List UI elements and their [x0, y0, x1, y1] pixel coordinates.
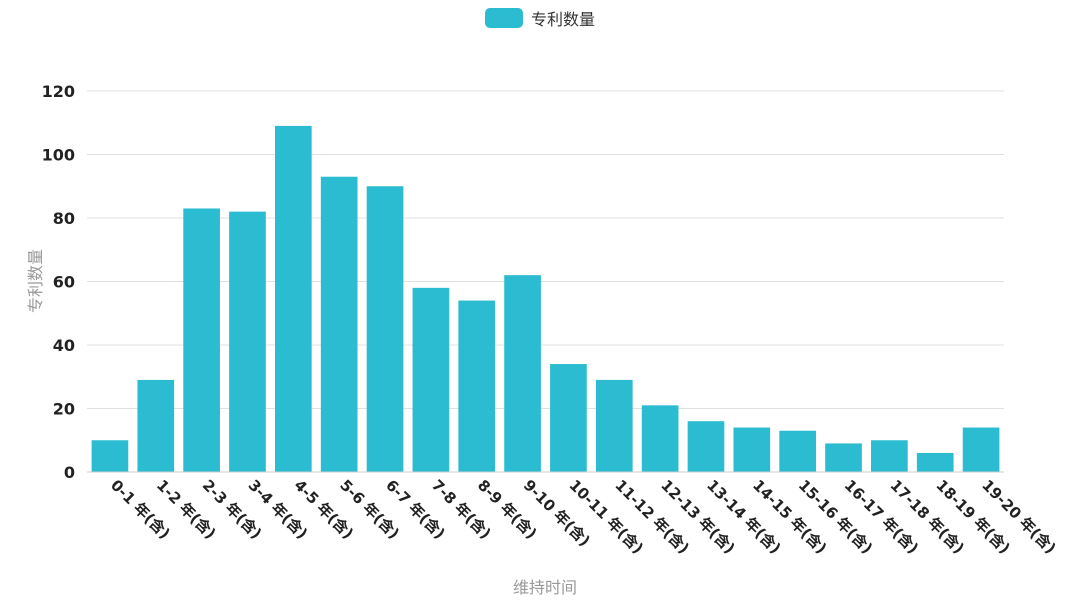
y-tick-label: 120: [42, 82, 75, 101]
bar[interactable]: [412, 287, 450, 472]
bar[interactable]: [458, 300, 496, 472]
bar[interactable]: [595, 379, 633, 472]
legend[interactable]: 专利数量: [0, 6, 1080, 30]
y-tick-label: 100: [42, 146, 75, 165]
y-tick-label: 60: [53, 273, 75, 292]
bar[interactable]: [320, 176, 358, 472]
bar[interactable]: [274, 125, 312, 473]
legend-label[interactable]: 专利数量: [530, 10, 595, 29]
bar[interactable]: [641, 405, 679, 472]
y-tick-label: 80: [53, 209, 75, 228]
y-tick-label: 40: [53, 336, 75, 355]
bar[interactable]: [962, 427, 1000, 472]
y-tick-label: 20: [53, 400, 75, 419]
bar[interactable]: [91, 440, 129, 472]
y-axis-title: 专利数量: [26, 248, 45, 314]
bar[interactable]: [183, 208, 220, 472]
bar[interactable]: [871, 440, 908, 472]
grid-lines: [87, 90, 1004, 409]
bar[interactable]: [687, 421, 725, 472]
bar[interactable]: [366, 186, 404, 472]
bar[interactable]: [779, 430, 817, 472]
bar[interactable]: [916, 452, 954, 472]
x-axis-title: 维持时间: [512, 578, 578, 597]
y-tick-label: 0: [64, 463, 75, 482]
legend-swatch[interactable]: [484, 8, 523, 28]
x-axis-ticks: 0-1 年(含)1-2 年(含)2-3 年(含)3-4 年(含)4-5 年(含)…: [107, 476, 1059, 557]
bars: [91, 125, 1000, 473]
bar[interactable]: [504, 275, 541, 472]
bar[interactable]: [733, 427, 771, 472]
bar[interactable]: [825, 443, 862, 472]
y-axis-ticks: 0 20 40 60 80 100 120: [42, 82, 75, 482]
bar[interactable]: [137, 379, 175, 472]
bar[interactable]: [229, 211, 266, 472]
bar[interactable]: [550, 364, 587, 472]
